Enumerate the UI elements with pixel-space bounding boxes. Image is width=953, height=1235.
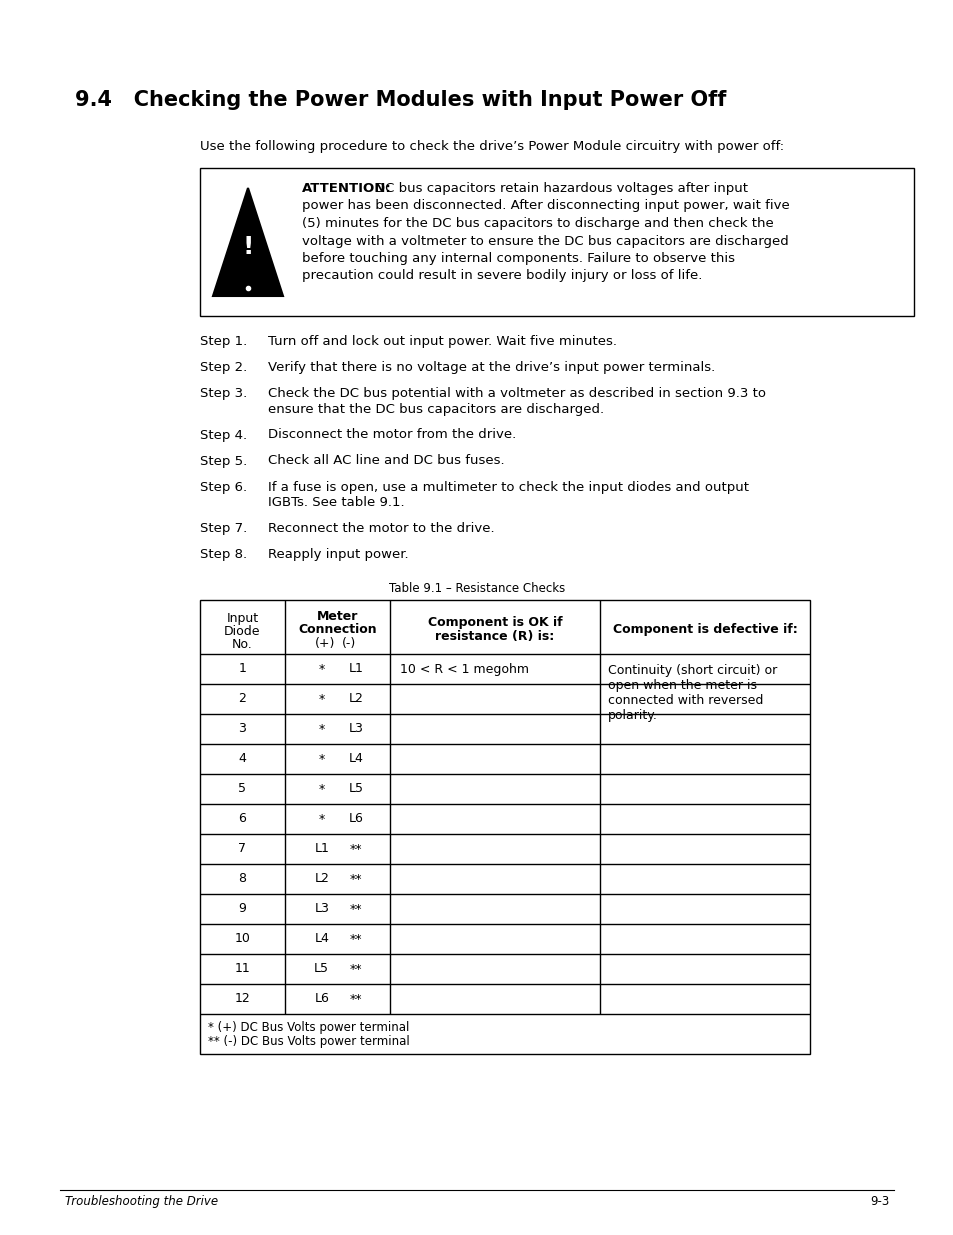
Text: L6: L6	[314, 993, 329, 1005]
Text: power has been disconnected. After disconnecting input power, wait five: power has been disconnected. After disco…	[302, 200, 789, 212]
Text: Reapply input power.: Reapply input power.	[268, 548, 408, 561]
Text: Step 2.: Step 2.	[200, 361, 247, 374]
Text: !: !	[242, 235, 253, 259]
Text: 2: 2	[238, 693, 246, 705]
Text: *: *	[318, 722, 325, 736]
Text: Component is defective if:: Component is defective if:	[612, 622, 797, 636]
Text: ** (-) DC Bus Volts power terminal: ** (-) DC Bus Volts power terminal	[208, 1035, 410, 1049]
Text: Turn off and lock out input power. Wait five minutes.: Turn off and lock out input power. Wait …	[268, 335, 617, 348]
Text: 8: 8	[238, 872, 246, 885]
Text: 9: 9	[238, 903, 246, 915]
Text: **: **	[350, 932, 362, 946]
Text: Diode: Diode	[224, 625, 260, 638]
Text: (5) minutes for the DC bus capacitors to discharge and then check the: (5) minutes for the DC bus capacitors to…	[302, 217, 773, 230]
Text: L4: L4	[349, 752, 363, 766]
Text: L6: L6	[349, 813, 363, 825]
Text: open when the meter is: open when the meter is	[607, 679, 757, 692]
Text: polarity.: polarity.	[607, 709, 658, 722]
Text: voltage with a voltmeter to ensure the DC bus capacitors are discharged: voltage with a voltmeter to ensure the D…	[302, 235, 788, 247]
Text: Continuity (short circuit) or: Continuity (short circuit) or	[607, 664, 777, 677]
Text: Reconnect the motor to the drive.: Reconnect the motor to the drive.	[268, 522, 494, 535]
Text: Step 8.: Step 8.	[200, 548, 247, 561]
Text: L5: L5	[314, 962, 329, 976]
Text: *: *	[318, 662, 325, 676]
Text: Step 7.: Step 7.	[200, 522, 247, 535]
Text: Disconnect the motor from the drive.: Disconnect the motor from the drive.	[268, 429, 516, 441]
Text: Connection: Connection	[298, 622, 376, 636]
Text: Table 9.1 – Resistance Checks: Table 9.1 – Resistance Checks	[389, 582, 564, 595]
Text: before touching any internal components. Failure to observe this: before touching any internal components.…	[302, 252, 734, 266]
Text: *: *	[318, 783, 325, 795]
Text: L2: L2	[349, 693, 363, 705]
Text: 9-3: 9-3	[870, 1195, 889, 1208]
Text: 4: 4	[238, 752, 246, 766]
Text: Meter: Meter	[316, 610, 357, 622]
Text: No.: No.	[232, 638, 253, 651]
Text: Check all AC line and DC bus fuses.: Check all AC line and DC bus fuses.	[268, 454, 504, 468]
Text: L3: L3	[314, 903, 329, 915]
Text: **: **	[350, 842, 362, 856]
Text: *: *	[318, 752, 325, 766]
Text: **: **	[350, 903, 362, 915]
Text: ATTENTION:: ATTENTION:	[302, 182, 392, 195]
Text: Troubleshooting the Drive: Troubleshooting the Drive	[65, 1195, 218, 1208]
Text: 1: 1	[238, 662, 246, 676]
Text: L1: L1	[314, 842, 329, 856]
Text: *: *	[318, 693, 325, 705]
Text: **: **	[350, 872, 362, 885]
Text: Verify that there is no voltage at the drive’s input power terminals.: Verify that there is no voltage at the d…	[268, 361, 715, 374]
Text: 12: 12	[234, 993, 250, 1005]
Text: Input: Input	[226, 613, 258, 625]
Text: **: **	[350, 993, 362, 1005]
Text: L1: L1	[349, 662, 363, 676]
Text: Check the DC bus potential with a voltmeter as described in section 9.3 to: Check the DC bus potential with a voltme…	[268, 387, 765, 400]
Text: L2: L2	[314, 872, 329, 885]
Text: Step 5.: Step 5.	[200, 454, 247, 468]
Text: L5: L5	[349, 783, 363, 795]
Text: *: *	[318, 813, 325, 825]
Text: * (+) DC Bus Volts power terminal: * (+) DC Bus Volts power terminal	[208, 1021, 409, 1034]
Text: Step 1.: Step 1.	[200, 335, 247, 348]
Text: 6: 6	[238, 813, 246, 825]
Text: connected with reversed: connected with reversed	[607, 694, 762, 706]
Text: L3: L3	[349, 722, 363, 736]
Bar	[200, 168, 913, 316]
Bar	[200, 600, 809, 1053]
Text: 10 < R < 1 megohm: 10 < R < 1 megohm	[399, 662, 529, 676]
Text: L4: L4	[314, 932, 329, 946]
Text: Use the following procedure to check the drive’s Power Module circuitry with pow: Use the following procedure to check the…	[200, 140, 783, 153]
Text: DC bus capacitors retain hazardous voltages after input: DC bus capacitors retain hazardous volta…	[375, 182, 747, 195]
Text: ensure that the DC bus capacitors are discharged.: ensure that the DC bus capacitors are di…	[268, 403, 603, 415]
Text: (+): (+)	[315, 637, 335, 650]
Text: **: **	[350, 962, 362, 976]
Text: precaution could result in severe bodily injury or loss of life.: precaution could result in severe bodily…	[302, 269, 701, 283]
Text: Step 4.: Step 4.	[200, 429, 247, 441]
Text: Component is OK if: Component is OK if	[427, 616, 561, 629]
Text: 3: 3	[238, 722, 246, 736]
Text: 10: 10	[234, 932, 251, 946]
Text: resistance (R) is:: resistance (R) is:	[435, 630, 554, 643]
Text: IGBTs. See table 9.1.: IGBTs. See table 9.1.	[268, 496, 404, 509]
Polygon shape	[213, 188, 283, 296]
Text: If a fuse is open, use a multimeter to check the input diodes and output: If a fuse is open, use a multimeter to c…	[268, 480, 748, 494]
Text: 11: 11	[234, 962, 250, 976]
Text: 7: 7	[238, 842, 246, 856]
Text: 9.4   Checking the Power Modules with Input Power Off: 9.4 Checking the Power Modules with Inpu…	[75, 90, 725, 110]
Text: (-): (-)	[342, 637, 356, 650]
Text: Step 6.: Step 6.	[200, 480, 247, 494]
Text: 5: 5	[238, 783, 246, 795]
Text: Step 3.: Step 3.	[200, 387, 247, 400]
